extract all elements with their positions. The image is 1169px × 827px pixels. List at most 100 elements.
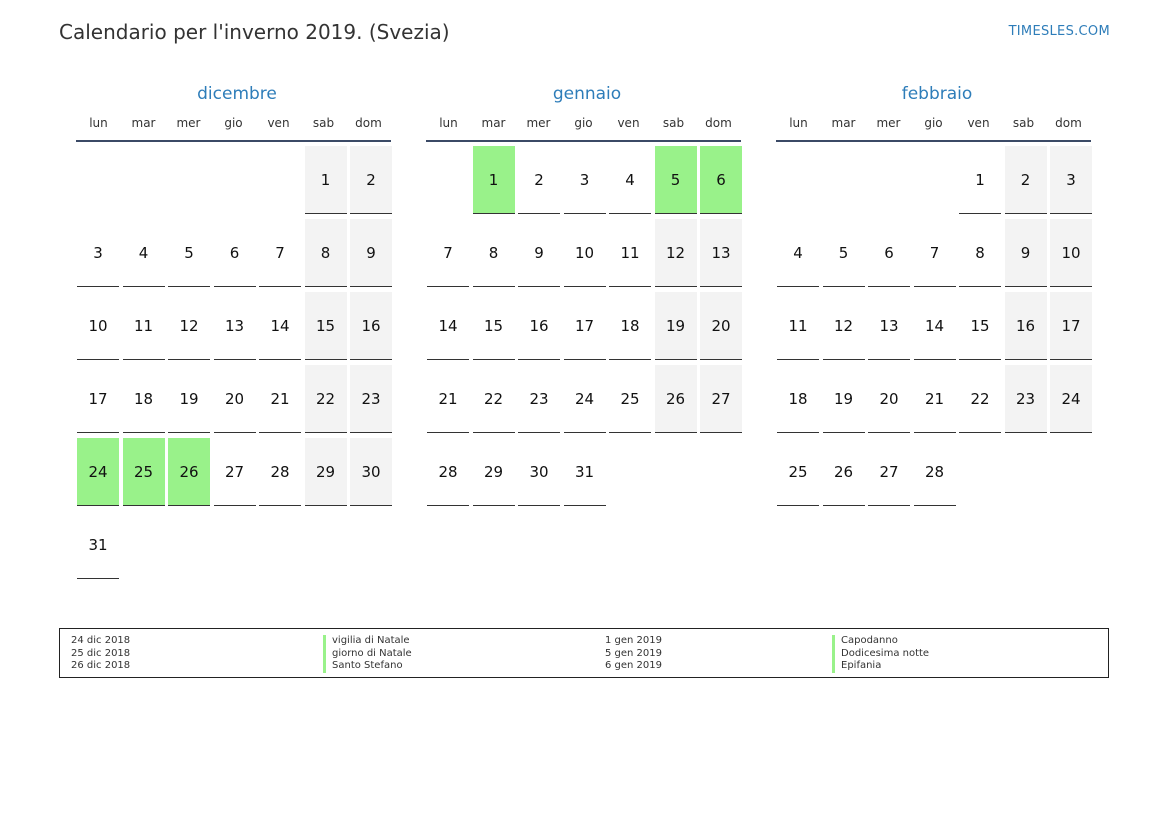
- day-cell: 20: [700, 292, 742, 360]
- weekday-label: lun: [439, 116, 458, 130]
- legend-date: 26 dic 2018: [71, 660, 131, 671]
- day-cell: 19: [168, 365, 210, 433]
- day-cell: 2: [518, 146, 560, 214]
- day-cell: 1: [304, 146, 347, 214]
- day-cell: 10: [77, 292, 119, 360]
- day-cell: 7: [427, 219, 469, 287]
- day-cell: 6: [700, 146, 742, 214]
- day-cell: 6: [213, 219, 256, 287]
- day-cell: 16: [518, 292, 560, 360]
- weekday-label: dom: [1055, 116, 1082, 130]
- day-cell: 5: [168, 219, 210, 287]
- day-cell: 10: [1050, 219, 1092, 287]
- legend-dates-left: 24 dic 2018 25 dic 2018 26 dic 2018: [71, 635, 130, 673]
- day-cell: 21: [913, 365, 956, 433]
- day-cell: 12: [654, 219, 697, 287]
- day-cell: 13: [868, 292, 910, 360]
- day-cell: 5: [822, 219, 865, 287]
- day-cell: 11: [609, 219, 651, 287]
- weekday-label: mer: [176, 116, 201, 130]
- day-cell: 12: [168, 292, 210, 360]
- day-cell: 26: [168, 438, 210, 506]
- legend-date: 1 gen 2019: [605, 635, 663, 646]
- day-cell: 9: [350, 219, 392, 287]
- day-cell: 8: [472, 219, 515, 287]
- day-cell: 25: [122, 438, 165, 506]
- site-link[interactable]: TIMESLES.COM: [1008, 24, 1110, 39]
- day-cell: 22: [472, 365, 515, 433]
- day-cell: 18: [122, 365, 165, 433]
- legend-dates-right: 1 gen 2019 5 gen 2019 6 gen 2019: [605, 635, 662, 673]
- weekday-label: lun: [89, 116, 108, 130]
- legend-holiday-name: vigilia di Natale: [323, 635, 412, 648]
- legend-date: 5 gen 2019: [605, 647, 663, 659]
- day-cell: 30: [350, 438, 392, 506]
- legend-date: 24 dic 2018: [71, 635, 131, 646]
- day-cell: 28: [259, 438, 301, 506]
- weekday-header: lun mar mer gio ven sab dom: [426, 106, 741, 142]
- day-cell: 7: [913, 219, 956, 287]
- weekday-label: ven: [617, 116, 640, 130]
- day-cell: 24: [77, 438, 119, 506]
- day-cell: 4: [122, 219, 165, 287]
- day-cell: 23: [350, 365, 392, 433]
- day-cell: 29: [472, 438, 515, 506]
- day-cell: 1: [472, 146, 515, 214]
- legend-holiday-name: Capodanno: [832, 635, 929, 648]
- day-cell: 22: [304, 365, 347, 433]
- day-cell: 14: [259, 292, 301, 360]
- weekday-label: gio: [574, 116, 593, 130]
- legend-holiday-name: Epifania: [832, 660, 929, 673]
- day-cell: 31: [563, 438, 606, 506]
- day-cell: 24: [1050, 365, 1092, 433]
- weekday-label: sab: [312, 116, 335, 130]
- weekday-label: dom: [355, 116, 382, 130]
- weekday-label: gio: [224, 116, 243, 130]
- day-cell: 29: [304, 438, 347, 506]
- weekday-label: dom: [705, 116, 732, 130]
- day-cell: 9: [518, 219, 560, 287]
- day-cell: 2: [1004, 146, 1047, 214]
- day-cell: 8: [959, 219, 1001, 287]
- day-cell: 6: [868, 219, 910, 287]
- day-cell: 4: [777, 219, 819, 287]
- day-cell: 25: [777, 438, 819, 506]
- day-cell: 10: [563, 219, 606, 287]
- day-cell: 24: [563, 365, 606, 433]
- day-cell: 19: [654, 292, 697, 360]
- legend-holiday-name: Dodicesima notte: [832, 647, 929, 660]
- weekday-label: mar: [481, 116, 506, 130]
- day-cell: 27: [700, 365, 742, 433]
- month-name: febbraio: [901, 84, 973, 104]
- legend-names-right: Capodanno Dodicesima notte Epifania: [832, 635, 929, 673]
- day-cell: 17: [563, 292, 606, 360]
- day-cell: 19: [822, 365, 865, 433]
- day-cell: 21: [427, 365, 469, 433]
- holiday-legend: 24 dic 2018 25 dic 2018 26 dic 2018 vigi…: [59, 628, 1109, 678]
- month-name: gennaio: [552, 84, 622, 104]
- day-cell: 5: [654, 146, 697, 214]
- day-cell: 15: [959, 292, 1001, 360]
- day-cell: 28: [427, 438, 469, 506]
- day-cell: 2: [350, 146, 392, 214]
- day-cell: 14: [913, 292, 956, 360]
- day-cell: 20: [868, 365, 910, 433]
- day-cell: 4: [609, 146, 651, 214]
- day-cell: 17: [77, 365, 119, 433]
- weekday-label: sab: [1012, 116, 1035, 130]
- day-cell: 13: [213, 292, 256, 360]
- day-cell: 21: [259, 365, 301, 433]
- day-cell: 11: [122, 292, 165, 360]
- legend-holiday-name: Santo Stefano: [323, 660, 412, 673]
- weekday-header: lun mar mer gio ven sab dom: [76, 106, 391, 142]
- weekday-label: mer: [526, 116, 551, 130]
- day-cell: 22: [959, 365, 1001, 433]
- day-cell: 14: [427, 292, 469, 360]
- weekday-label: mer: [876, 116, 901, 130]
- day-cell: 15: [304, 292, 347, 360]
- weekday-label: mar: [131, 116, 156, 130]
- weekday-label: lun: [789, 116, 808, 130]
- page-title: Calendario per l'inverno 2019. (Svezia): [59, 20, 450, 44]
